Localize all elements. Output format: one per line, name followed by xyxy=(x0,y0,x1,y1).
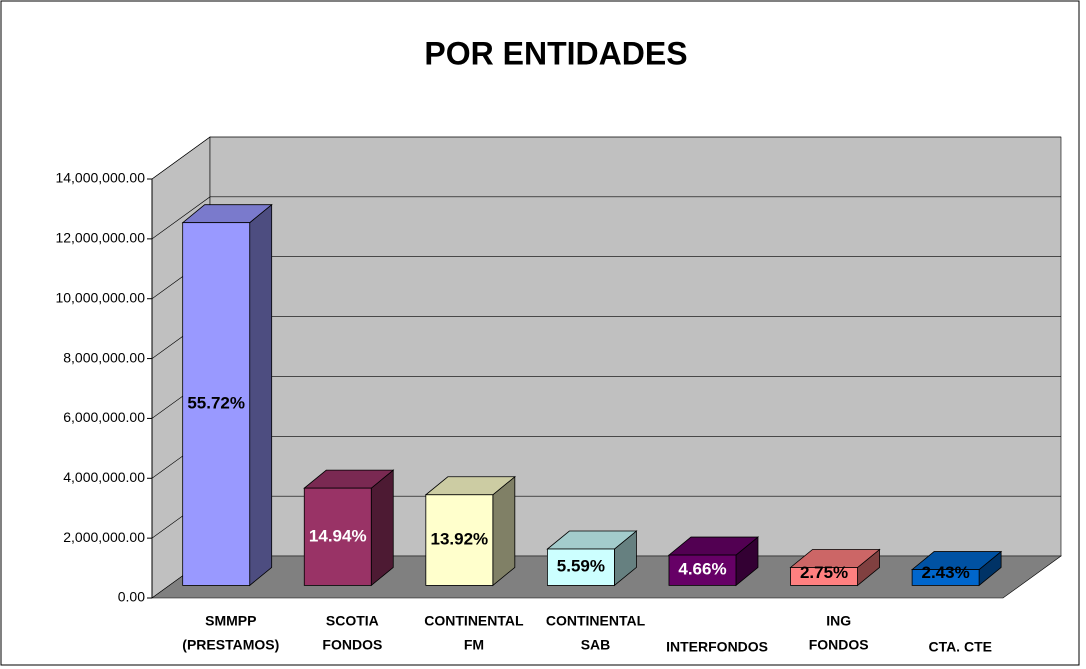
bar xyxy=(182,222,251,586)
x-tick-label: INTERFONDOS xyxy=(666,639,768,655)
bar xyxy=(425,494,494,586)
y-tick-label: 6,000,000.00 xyxy=(63,409,145,425)
bar xyxy=(911,569,980,586)
y-tick-label: 2,000,000.00 xyxy=(63,529,145,545)
grid-line xyxy=(151,136,1061,180)
data-label: 5.59% xyxy=(557,557,605,576)
x-tick-label: CONTINENTAL xyxy=(546,613,646,629)
data-label: 13.92% xyxy=(430,530,488,549)
bar xyxy=(303,487,372,586)
x-tick-label: CTA. CTE xyxy=(928,639,992,655)
x-tick-label: FM xyxy=(464,637,484,653)
x-tick-label: SAB xyxy=(581,637,611,653)
bar xyxy=(668,554,737,586)
bar xyxy=(547,548,615,586)
x-tick-label: (PRESTAMOS) xyxy=(182,637,279,653)
x-tick-label: SMMPP xyxy=(205,613,256,629)
data-label: 2.75% xyxy=(800,563,848,582)
grid-line xyxy=(151,196,1061,240)
data-label: 14.94% xyxy=(309,526,367,545)
x-tick-label: ING xyxy=(826,613,851,629)
y-tick-label: 8,000,000.00 xyxy=(63,349,145,365)
x-tick-label: FONDOS xyxy=(809,637,869,653)
y-tick-label: 4,000,000.00 xyxy=(63,469,145,485)
y-tick-label: 12,000,000.00 xyxy=(55,230,145,246)
chart-title: POR ENTIDADES xyxy=(424,35,687,71)
y-tick-label: 10,000,000.00 xyxy=(55,289,145,305)
x-tick-label: SCOTIA xyxy=(326,613,379,629)
bar-side xyxy=(249,203,273,587)
data-label: 4.66% xyxy=(678,560,726,579)
bar xyxy=(790,567,858,586)
bar-side xyxy=(492,475,516,587)
y-tick-label: 0.00 xyxy=(118,589,145,605)
data-label: 2.43% xyxy=(922,563,970,582)
data-label: 55.72% xyxy=(187,394,245,413)
x-tick-label: CONTINENTAL xyxy=(424,613,524,629)
y-tick-label: 14,000,000.00 xyxy=(55,170,145,186)
bar-side xyxy=(370,469,394,587)
x-tick-label: FONDOS xyxy=(322,637,382,653)
